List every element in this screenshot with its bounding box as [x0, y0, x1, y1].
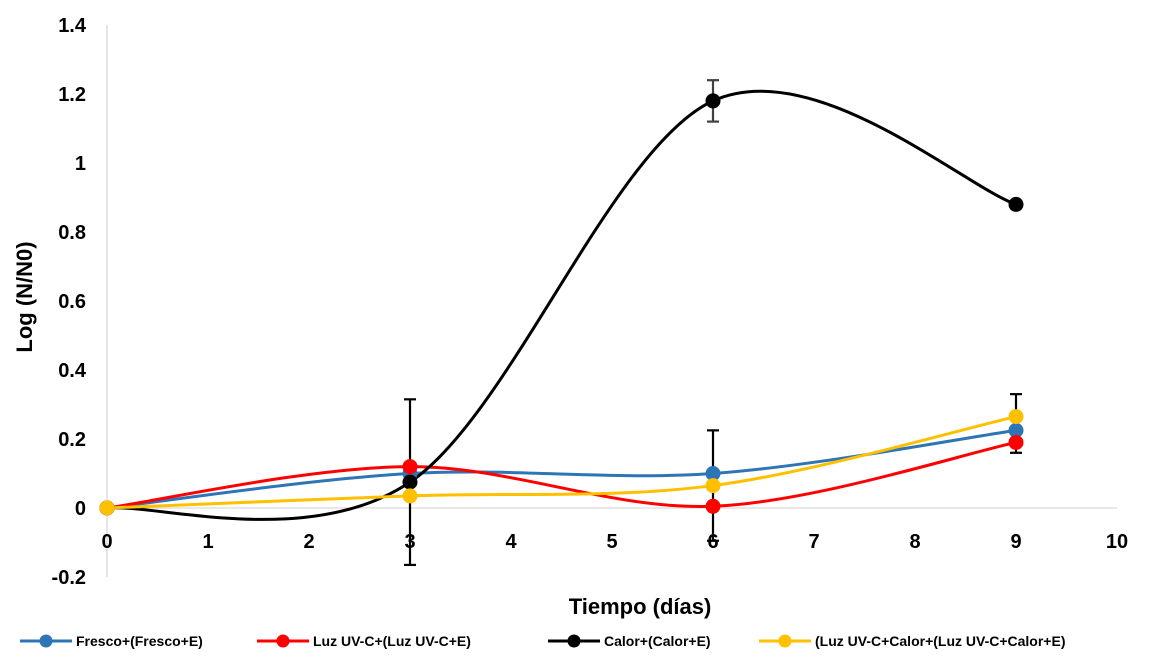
data-point	[99, 500, 115, 516]
data-point	[1008, 196, 1024, 212]
x-axis-title: Tiempo (días)	[569, 594, 712, 619]
y-tick-label: 0.2	[58, 429, 86, 451]
series-line	[105, 428, 1018, 510]
data-point	[1008, 409, 1024, 425]
legend-label: (Luz UV-C+Calor+(Luz UV-C+Calor+E)	[815, 633, 1065, 649]
series-luz-uv-c-luz-uv-c-e	[105, 431, 1022, 510]
legend-marker	[276, 634, 290, 648]
legend-label: Luz UV-C+(Luz UV-C+E)	[313, 633, 471, 649]
y-tick-label: 0.4	[58, 360, 87, 382]
legend-marker	[567, 634, 581, 648]
x-tick-label: 8	[909, 531, 920, 553]
legend-item: Luz UV-C+(Luz UV-C+E)	[257, 633, 471, 649]
y-tick-label: 1.2	[58, 84, 86, 106]
x-tick-label: 4	[505, 531, 517, 553]
x-tick-label: 1	[202, 531, 213, 553]
data-point	[1008, 434, 1024, 450]
y-tick-label: 0.6	[58, 291, 86, 313]
legend-item: Calor+(Calor+E)	[548, 633, 711, 649]
series-line	[105, 415, 1018, 510]
axes	[106, 25, 1117, 577]
x-tick-label: 0	[101, 531, 112, 553]
data-point	[705, 466, 721, 481]
markers-luz-uv-c-calor-luz-uv-c-calor-e	[99, 409, 1024, 516]
x-tick-label: 7	[808, 531, 819, 553]
y-tick-label: -0.2	[52, 567, 86, 589]
series-line	[105, 440, 1018, 510]
legend-item: Fresco+(Fresco+E)	[20, 633, 203, 649]
y-axis-title: Log (N/N0)	[12, 241, 37, 352]
series-line	[105, 89, 1018, 521]
data-point	[1008, 422, 1024, 438]
legend-label: Calor+(Calor+E)	[604, 633, 711, 649]
x-tick-label: 9	[1010, 531, 1021, 553]
series-calor-calor-e	[105, 79, 1018, 567]
x-tick-label: 10	[1106, 531, 1128, 553]
y-tick-label: 0	[75, 498, 86, 520]
x-tick-label: 2	[303, 531, 314, 553]
legend-marker	[39, 634, 53, 648]
series-fresco-fresco-e	[105, 428, 1018, 510]
tick-labels: -0.200.20.40.60.811.21.4012345678910	[52, 15, 1129, 589]
y-tick-label: 0.8	[58, 222, 86, 244]
x-tick-label: 5	[606, 531, 617, 553]
legend-item: (Luz UV-C+Calor+(Luz UV-C+Calor+E)	[759, 633, 1065, 649]
y-tick-label: 1.4	[58, 15, 87, 37]
data-point	[402, 488, 418, 504]
x-tick-label: 6	[707, 531, 718, 553]
data-point	[402, 474, 418, 490]
y-tick-label: 1	[75, 153, 86, 175]
series-layer	[99, 79, 1024, 567]
legend-label: Fresco+(Fresco+E)	[76, 633, 203, 649]
data-point	[705, 498, 721, 514]
legend: Fresco+(Fresco+E) Luz UV-C+(Luz UV-C+E) Ca…	[20, 633, 1065, 649]
data-point	[402, 459, 418, 475]
data-point	[705, 478, 721, 494]
data-point	[705, 93, 721, 109]
legend-marker	[778, 634, 792, 648]
